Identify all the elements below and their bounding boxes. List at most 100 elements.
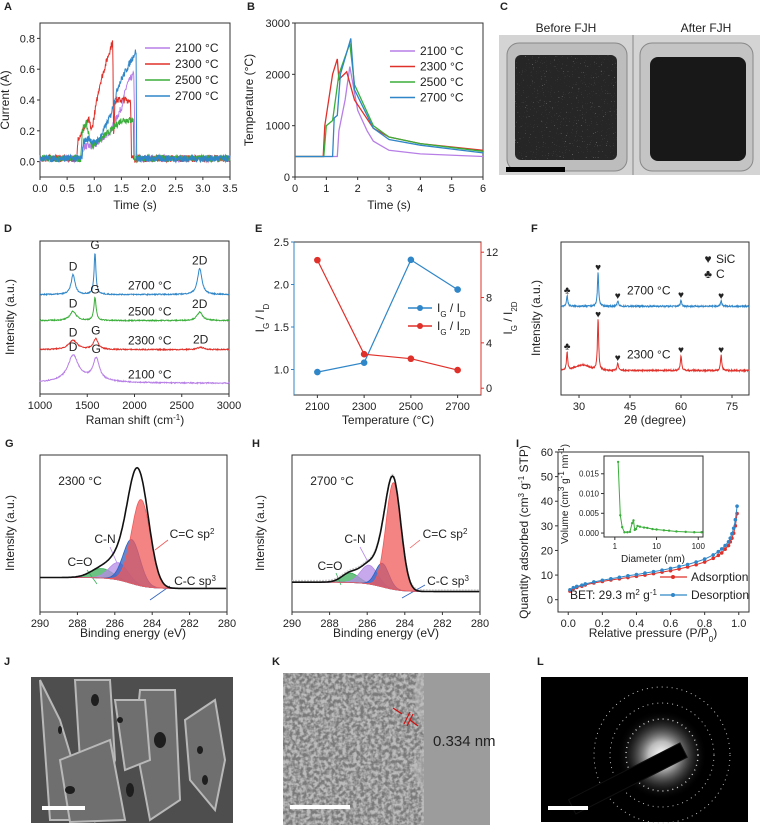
y2-axis-label-segment: G	[510, 325, 519, 331]
component-label-segment: C-N	[344, 532, 365, 546]
pore-point	[667, 529, 671, 532]
legend-label: 2500 °C	[175, 73, 219, 87]
panel-i-axes: 0.0 0.2 0.4 0.6 0.8 1.00102030405060Relative …	[517, 445, 750, 644]
series-label: 2100 °C	[128, 367, 172, 381]
scale-bar	[290, 805, 350, 809]
y-axis-label: Quantity adsorbed (cm3 g-1 STP)	[517, 445, 532, 619]
x-tick-label: 290	[283, 618, 301, 630]
legend-label: IG / I2D	[437, 319, 470, 337]
isotherm-point	[694, 560, 698, 564]
ratio-point	[314, 368, 321, 376]
x-axis-label: Temperature (°C)	[342, 413, 434, 427]
plot-frame	[560, 241, 750, 396]
y-tick-label: 2000	[266, 69, 290, 81]
isotherm-point	[711, 556, 715, 561]
isotherm-point	[685, 565, 690, 569]
y-tick-label: 0	[284, 172, 290, 184]
panel-h-axes: 290 288 286 284 282 280 Binding energy (eV) Int…	[253, 454, 489, 640]
sem-image	[31, 677, 233, 824]
panel-label: I	[516, 438, 519, 450]
peak-label: 2D	[192, 254, 208, 268]
raw-data-trace	[292, 473, 480, 591]
panel-title: 2700 °C	[310, 474, 354, 488]
pore-point	[632, 519, 635, 522]
y-tick-label: 2.5	[274, 237, 289, 249]
inset-y-label-segment: Volume (cm	[560, 491, 571, 544]
legend-label-segment: I	[437, 319, 440, 333]
sic-peak-marker: ♥	[615, 353, 621, 364]
y-tick-label: 0	[547, 595, 553, 607]
isotherm-point	[617, 575, 622, 580]
pore-wall	[58, 738, 127, 824]
x-tick-label: 1	[323, 183, 329, 195]
x-tick-label: 1500	[75, 400, 99, 412]
peak-label: G	[91, 323, 100, 337]
isotherm-point	[643, 571, 647, 575]
inset-y-label-segment: g	[560, 478, 571, 486]
y-tick-label: 0.010	[579, 489, 600, 498]
pore-point	[638, 525, 642, 528]
legend-label: 2100 °C	[175, 41, 219, 55]
photo-before-after-fjh: Before FJH After FJH	[499, 21, 760, 175]
carbon-peak-marker: ♣	[564, 286, 571, 297]
pore-hole	[117, 717, 123, 723]
sic-peak-marker: ♥	[678, 345, 684, 356]
y-axis-label-segment: Quantity adsorbed (cm	[517, 497, 531, 618]
legend-marker	[417, 323, 423, 329]
panel-label: H	[252, 438, 260, 450]
arrow-left	[392, 707, 403, 715]
legend-label-segment: I	[437, 301, 440, 315]
panel-label: K	[272, 656, 280, 668]
legend-label: 2300 °C	[175, 57, 219, 71]
peak-label: D	[69, 340, 78, 354]
sample-after	[650, 57, 746, 161]
panel-label: D	[4, 223, 12, 235]
diffraction-ring	[609, 702, 715, 808]
peak-label: D	[69, 296, 78, 310]
panel-label: A	[4, 1, 12, 13]
raman-spectrum	[39, 253, 230, 297]
legend-label: 2300 °C	[420, 60, 464, 74]
ratio-series-line	[317, 259, 458, 373]
y2-tick-label: 4	[486, 338, 492, 350]
bet-annotation-segment: 2	[635, 588, 640, 597]
x-tick-label: 280	[218, 618, 236, 630]
x-tick-label: 0	[292, 183, 298, 195]
legend-label: 2100 °C	[420, 44, 464, 58]
fit-component	[292, 482, 480, 592]
component-label: C=O	[317, 559, 342, 573]
y-tick-label: 3000	[266, 18, 290, 30]
legend-symbol: ♣	[704, 267, 712, 281]
x-tick-label: 10	[652, 542, 661, 551]
component-label-segment: 2	[210, 527, 215, 536]
isotherm-point	[723, 547, 727, 552]
fit-envelope	[40, 466, 227, 590]
panel-label: G	[5, 438, 14, 450]
x-axis-label: 2θ (degree)	[624, 413, 686, 427]
x-tick-label: 0.6	[663, 618, 678, 630]
x-axis-label: Binding energy (eV)	[80, 626, 186, 640]
annotation-arrow	[154, 539, 169, 551]
peak-label: G	[92, 342, 101, 356]
pore-point	[616, 460, 620, 464]
inset-y-label-segment: 3	[557, 486, 566, 491]
y2-tick-label: 12	[486, 247, 498, 259]
y2-axis-label-segment: / I	[501, 312, 515, 325]
y-axis-label: Intensity (a.u.)	[3, 495, 17, 571]
y-axis-label-segment: 3	[517, 492, 526, 497]
x-tick-label: 1.5	[114, 183, 129, 195]
x-axis-label-segment: Relative pressure (P/P	[589, 626, 709, 640]
y-axis-label-segment: D	[262, 303, 271, 309]
y-axis-label-segment: g	[517, 483, 531, 493]
raman-spectrum	[39, 354, 230, 385]
x-tick-label: 0.8	[697, 618, 712, 630]
isotherm-point	[730, 531, 734, 536]
scale-bar	[42, 806, 85, 810]
x-tick-label: 282	[433, 618, 451, 630]
isotherm-point	[580, 583, 584, 587]
isotherm-point	[626, 574, 630, 578]
inset-y-label-segment: nm	[560, 455, 571, 472]
y-axis-label-segment: -1	[517, 475, 526, 483]
